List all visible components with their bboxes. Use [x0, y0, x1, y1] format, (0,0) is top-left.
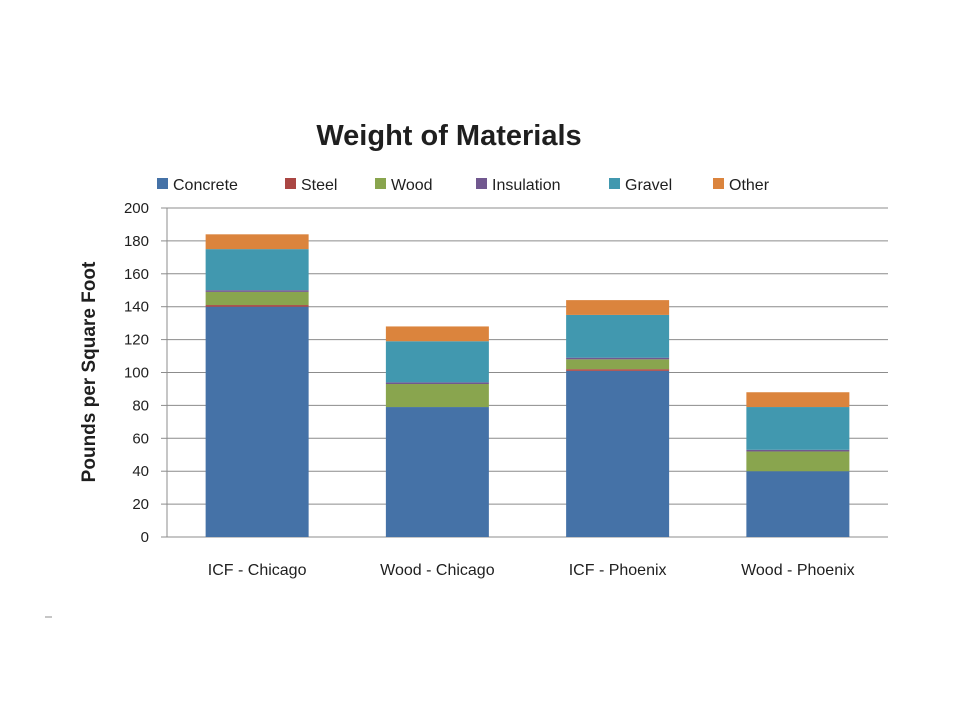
legend-item-concrete: Concrete	[157, 177, 238, 194]
legend-swatch	[375, 178, 386, 189]
legend-swatch	[476, 178, 487, 189]
legend-swatch	[285, 178, 296, 189]
y-tick-label: 140	[124, 299, 149, 316]
bar-segment-concrete	[746, 471, 850, 537]
y-tick-label: 0	[141, 529, 149, 546]
bars	[205, 234, 850, 537]
legend-label: Gravel	[625, 177, 672, 194]
x-category-label: ICF - Chicago	[208, 562, 307, 579]
bar-segment-concrete	[205, 306, 309, 537]
x-axis-categories: ICF - Chicago Wood - Chicago ICF - Phoenix…	[208, 562, 855, 579]
bar-segment-steel	[205, 305, 309, 307]
y-tick-label: 60	[132, 430, 149, 447]
legend-label: Steel	[301, 177, 337, 194]
chart-legend: Concrete Steel Wood Insulation Gravel Other	[157, 177, 770, 194]
y-axis-ticks: 0 20 40 60 80 100 120 140 160 180 200	[124, 200, 149, 546]
bar-segment-gravel	[385, 341, 489, 383]
legend-swatch	[713, 178, 724, 189]
legend-swatch	[157, 178, 168, 189]
bar-segment-concrete	[566, 370, 670, 537]
legend-item-wood: Wood	[375, 177, 433, 194]
legend-label: Wood	[391, 177, 433, 194]
bar-segment-gravel	[566, 314, 670, 358]
bar-segment-insulation	[746, 449, 850, 452]
y-tick-label: 180	[124, 233, 149, 250]
legend-label: Insulation	[492, 177, 561, 194]
legend-label: Other	[729, 177, 770, 194]
bar-segment-insulation	[385, 382, 489, 385]
bar-segment-steel	[566, 369, 670, 371]
x-category-label: Wood - Phoenix	[741, 562, 855, 579]
bar-segment-wood	[746, 451, 850, 472]
bar-segment-wood	[205, 291, 309, 306]
y-tick-label: 120	[124, 332, 149, 349]
y-tick-label: 40	[132, 463, 149, 480]
y-axis-label: Pounds per Square Foot	[79, 261, 100, 482]
x-category-label: Wood - Chicago	[380, 562, 495, 579]
bar-segment-gravel	[746, 407, 850, 450]
bar-segment-wood	[385, 384, 489, 408]
bar-segment-wood	[566, 359, 670, 370]
bar-segment-other	[205, 234, 309, 250]
legend-swatch	[609, 178, 620, 189]
y-tick-label: 80	[132, 397, 149, 414]
bar-segment-concrete	[385, 407, 489, 537]
y-tick-label: 200	[124, 200, 149, 217]
y-tick-label: 160	[124, 266, 149, 283]
legend-item-insulation: Insulation	[476, 177, 561, 194]
bar-segment-insulation	[205, 290, 309, 292]
legend-item-other: Other	[713, 177, 770, 194]
legend-label: Concrete	[173, 177, 238, 194]
legend-item-steel: Steel	[285, 177, 337, 194]
bar-segment-other	[566, 300, 670, 315]
bar-segment-insulation	[566, 357, 670, 360]
y-tick-label: 20	[132, 496, 149, 513]
legend-item-gravel: Gravel	[609, 177, 672, 194]
chart-title: Weight of Materials	[316, 120, 581, 152]
bar-segment-gravel	[205, 249, 309, 291]
bar-segment-other	[746, 392, 850, 408]
bar-segment-other	[385, 326, 489, 342]
x-category-label: ICF - Phoenix	[569, 562, 667, 579]
y-tick-label: 100	[124, 365, 149, 382]
